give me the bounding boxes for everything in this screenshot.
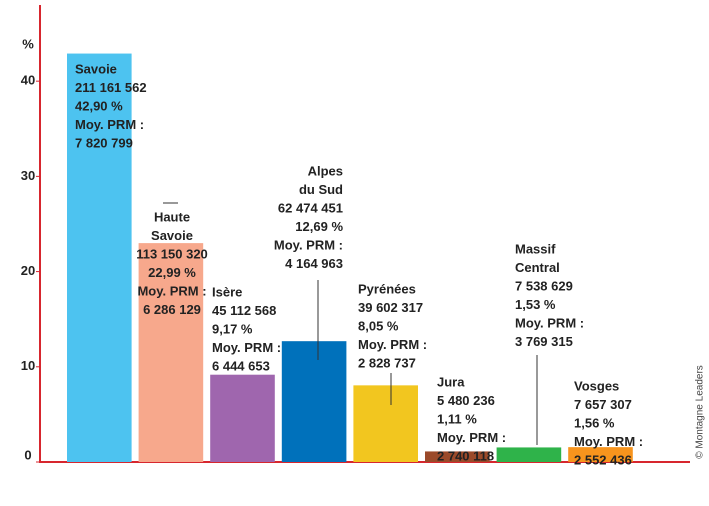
y-axis-label: %: [22, 36, 34, 51]
prm-label: Moy. PRM :: [274, 237, 343, 252]
bar: [67, 53, 132, 463]
amount-label: 113 150 320: [136, 246, 208, 261]
prm-label: Moy. PRM :: [137, 283, 206, 298]
y-tick-label: 40: [21, 73, 35, 88]
category-label: Savoie: [151, 228, 193, 243]
bar: [138, 243, 204, 462]
amount-label: 62 474 451: [278, 200, 343, 215]
category-label: Alpes: [308, 163, 343, 178]
value-label: 1,11 %: [437, 411, 477, 426]
prm-value: 7 820 799: [75, 135, 133, 150]
value-label: 9,17 %: [212, 321, 253, 336]
amount-label: 7 657 307: [574, 397, 632, 412]
prm-value: 6 286 129: [143, 302, 201, 317]
category-label: du Sud: [299, 182, 343, 197]
prm-label: Moy. PRM :: [212, 340, 281, 355]
category-label: Pyrénées: [358, 281, 416, 296]
amount-label: 211 161 562: [75, 80, 147, 95]
category-label: Isère: [212, 284, 242, 299]
prm-value: 3 769 315: [515, 334, 573, 349]
prm-value: 2 552 436: [574, 452, 632, 467]
amount-label: 5 480 236: [437, 393, 495, 408]
credit: © Montagne Leaders: [695, 365, 706, 459]
amount-label: 7 538 629: [515, 278, 573, 293]
prm-label: Moy. PRM :: [358, 337, 427, 352]
value-label: 22,99 %: [148, 265, 196, 280]
prm-value: 2 740 118: [437, 448, 494, 463]
prm-label: Moy. PRM :: [437, 430, 506, 445]
category-label: Haute: [154, 209, 190, 224]
category-label: Savoie: [75, 61, 117, 76]
value-label: 1,56 %: [574, 415, 615, 430]
prm-value: 4 164 963: [285, 256, 343, 271]
value-label: 8,05 %: [358, 318, 399, 333]
prm-label: Moy. PRM :: [574, 434, 643, 449]
y-tick-label: 20: [21, 263, 35, 278]
value-label: 1,53 %: [515, 297, 556, 312]
y-tick-label: 30: [21, 168, 35, 183]
prm-label: Moy. PRM :: [515, 315, 584, 330]
bar: [425, 451, 490, 462]
y-tick-label: 10: [21, 358, 35, 373]
bar: [281, 341, 347, 462]
prm-label: Moy. PRM :: [75, 117, 144, 132]
amount-label: 45 112 568: [212, 303, 276, 318]
prm-value: 6 444 653: [212, 358, 270, 373]
amount-label: 39 602 317: [358, 300, 423, 315]
category-label: Massif: [515, 241, 556, 256]
prm-value: 2 828 737: [358, 355, 416, 370]
value-label: 12,69 %: [295, 219, 343, 234]
y-tick-label: 0: [24, 447, 31, 462]
bar: [210, 374, 275, 462]
bar: [568, 447, 633, 462]
category-label: Central: [515, 260, 560, 275]
category-label: Vosges: [574, 378, 619, 393]
bar: [496, 447, 562, 462]
category-label: Jura: [437, 374, 465, 389]
bar: [353, 385, 418, 462]
value-label: 42,90 %: [75, 98, 123, 113]
